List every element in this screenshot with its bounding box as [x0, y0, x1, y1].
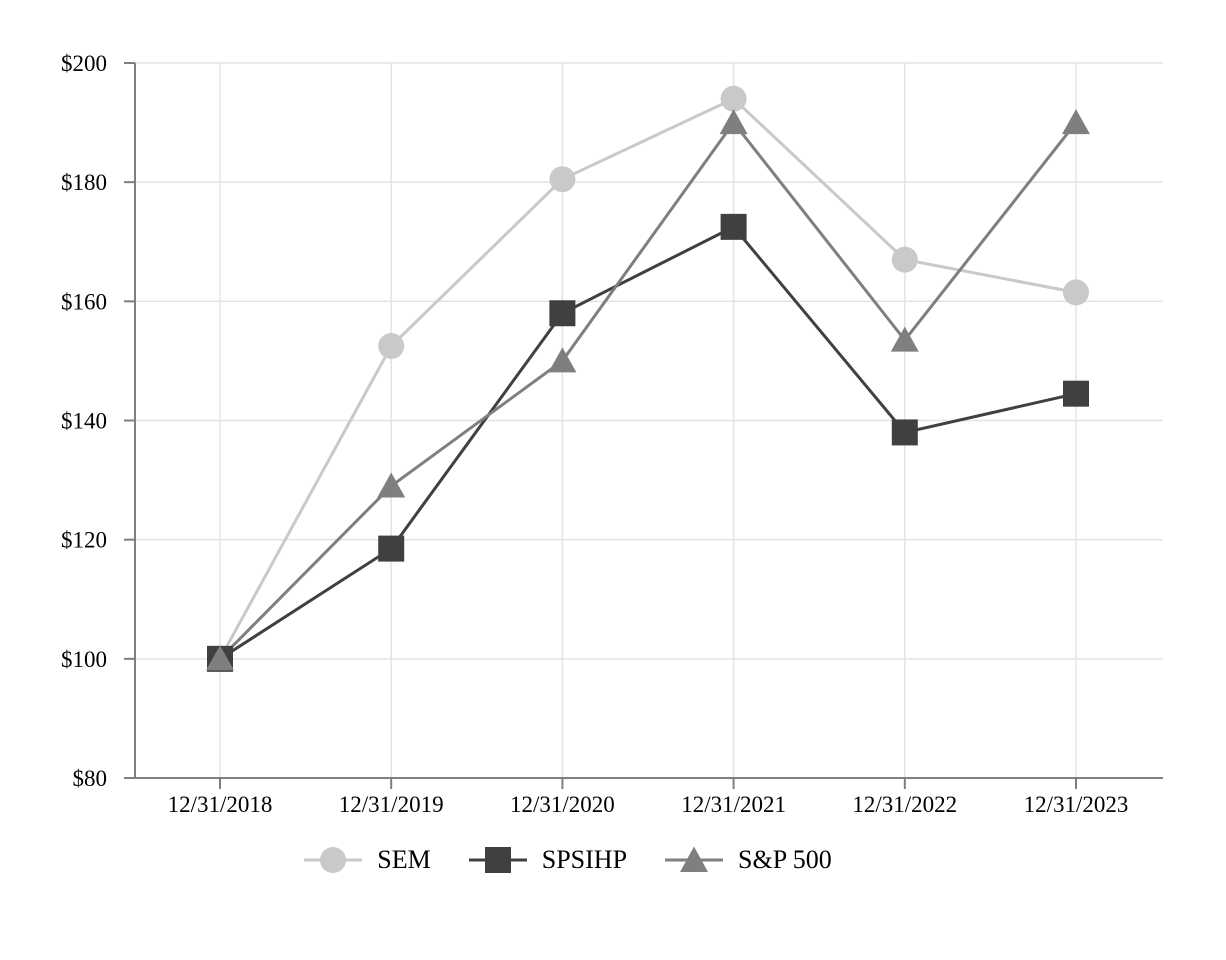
series-marker-spsihp: [378, 535, 405, 562]
x-axis-tick-label: 12/31/2023: [1024, 792, 1129, 817]
triangle-legend-marker-icon: [665, 846, 724, 872]
series-marker-s-p-500: [548, 347, 577, 373]
legend-item-spsihp: SPSIHP: [468, 845, 628, 875]
legend-item-sem: SEM: [304, 845, 431, 875]
legend-label-spsihp: SPSIHP: [541, 845, 628, 874]
series-marker-sem: [549, 166, 576, 193]
y-axis-tick-label: $200: [61, 51, 107, 76]
x-axis-tick-label: 12/31/2020: [510, 792, 615, 817]
x-axis-tick-label: 12/31/2018: [168, 792, 273, 817]
series-marker-spsihp: [720, 213, 747, 240]
chart-legend: SEM SPSIHP S&P 500: [0, 845, 1181, 875]
series-marker-sem: [378, 333, 405, 360]
series-marker-spsihp: [1063, 380, 1089, 407]
series-marker-s-p-500: [206, 645, 234, 671]
y-axis-tick-label: $80: [73, 766, 108, 791]
y-axis-tick-label: $120: [61, 528, 107, 553]
series-marker-spsihp: [891, 419, 918, 446]
series-marker-s-p-500: [1062, 109, 1090, 135]
series-marker-s-p-500: [719, 109, 748, 135]
series-marker-sem: [891, 246, 918, 273]
series-marker-s-p-500: [377, 472, 406, 498]
series-line-s-p-500: [218, 120, 1078, 660]
legend-label-s-p-500: S&P 500: [738, 845, 832, 874]
x-axis-tick-label: 12/31/2019: [339, 792, 444, 817]
x-axis-tick-label: 12/31/2021: [681, 792, 786, 817]
legend-label-sem: SEM: [377, 845, 431, 874]
series-line-spsihp: [219, 224, 1077, 661]
y-axis-tick-label: $180: [61, 170, 107, 195]
series-line-sem: [218, 96, 1077, 660]
legend-item-s-p-500: S&P 500: [665, 845, 832, 875]
series-marker-spsihp: [549, 300, 576, 327]
x-axis-tick-label: 12/31/2022: [852, 792, 957, 817]
circle-legend-marker-icon: [304, 847, 363, 873]
square-legend-marker-icon: [468, 847, 527, 873]
series-marker-sem: [1063, 279, 1089, 306]
series-marker-sem: [720, 85, 747, 112]
y-axis-tick-label: $140: [61, 409, 107, 434]
y-axis-tick-label: $160: [61, 289, 107, 314]
series-marker-s-p-500: [890, 326, 919, 352]
chart-canvas: $80 $100 $120 $140 $160 $180 $200 12/31/2018 12/…: [61, 51, 1163, 817]
y-axis-tick-label: $100: [61, 647, 107, 672]
